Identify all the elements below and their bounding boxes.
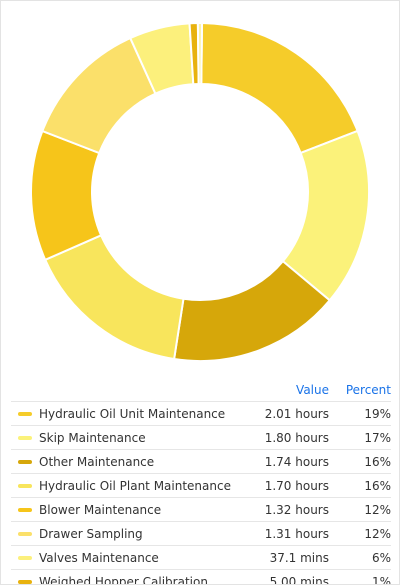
legend-percent: 16% (329, 473, 391, 498)
legend-swatch (18, 579, 32, 584)
legend-row[interactable]: Hydraulic Oil Unit Maintenance 2.01 hours… (11, 401, 391, 426)
donut-slice-1[interactable] (200, 21, 359, 155)
legend-percent: 1% (329, 569, 391, 584)
legend-swatch-cell (11, 449, 39, 474)
legend-swatch-cell (11, 473, 39, 498)
legend-swatch (18, 531, 32, 536)
legend-swatch-cell (11, 401, 39, 426)
legend-swatch-cell (11, 569, 39, 584)
legend-label: Hydraulic Oil Plant Maintenance (39, 473, 244, 498)
legend-header-row: Value Percent (11, 378, 391, 402)
legend-percent: 6% (329, 545, 391, 570)
legend-swatch (18, 555, 32, 560)
legend-label: Skip Maintenance (39, 425, 244, 450)
swatch-header (11, 378, 39, 402)
legend-value: 5.00 mins (244, 569, 329, 584)
donut-slice-4[interactable] (43, 234, 185, 361)
legend-row[interactable]: Drawer Sampling 1.31 hours 12% (11, 521, 391, 546)
legend-value: 1.70 hours (244, 473, 329, 498)
legend-row[interactable]: Other Maintenance 1.74 hours 16% (11, 449, 391, 474)
legend-label: Valves Maintenance (39, 545, 244, 570)
donut-chart (1, 1, 399, 373)
legend-row[interactable]: Weighed Hopper Calibration 5.00 mins 1% (11, 569, 391, 584)
legend-row[interactable]: Valves Maintenance 37.1 mins 6% (11, 545, 391, 570)
legend-label: Other Maintenance (39, 449, 244, 474)
legend-percent: 16% (329, 449, 391, 474)
legend-table: Value Percent Hydraulic Oil Unit Mainten… (11, 378, 391, 584)
legend-label: Weighed Hopper Calibration (39, 569, 244, 584)
legend-swatch-cell (11, 497, 39, 522)
legend-percent: 12% (329, 521, 391, 546)
legend-percent: 19% (329, 401, 391, 426)
label-header (39, 378, 244, 402)
legend-value: 1.80 hours (244, 425, 329, 450)
legend-value: 37.1 mins (244, 545, 329, 570)
legend-swatch-cell (11, 425, 39, 450)
legend-row[interactable]: Hydraulic Oil Plant Maintenance 1.70 hour… (11, 473, 391, 498)
legend-swatch (18, 459, 32, 464)
legend-row[interactable]: Skip Maintenance 1.80 hours 17% (11, 425, 391, 450)
legend-row[interactable]: Blower Maintenance 1.32 hours 12% (11, 497, 391, 522)
legend-value: 2.01 hours (244, 401, 329, 426)
legend-swatch (18, 507, 32, 512)
legend-value: 1.31 hours (244, 521, 329, 546)
legend-swatch (18, 435, 32, 440)
legend-percent: 12% (329, 497, 391, 522)
legend-label: Drawer Sampling (39, 521, 244, 546)
legend-swatch (18, 483, 32, 488)
legend-label: Blower Maintenance (39, 497, 244, 522)
legend-swatch-cell (11, 545, 39, 570)
donut-slice-9[interactable] (196, 22, 204, 86)
legend-value: 1.74 hours (244, 449, 329, 474)
percent-column-header[interactable]: Percent (329, 378, 391, 402)
donut-svg (30, 21, 370, 362)
legend-swatch (18, 411, 32, 416)
legend-swatch-cell (11, 521, 39, 546)
legend-percent: 17% (329, 425, 391, 450)
value-column-header[interactable]: Value (244, 378, 329, 402)
legend-value: 1.32 hours (244, 497, 329, 522)
legend-label: Hydraulic Oil Unit Maintenance (39, 401, 244, 426)
